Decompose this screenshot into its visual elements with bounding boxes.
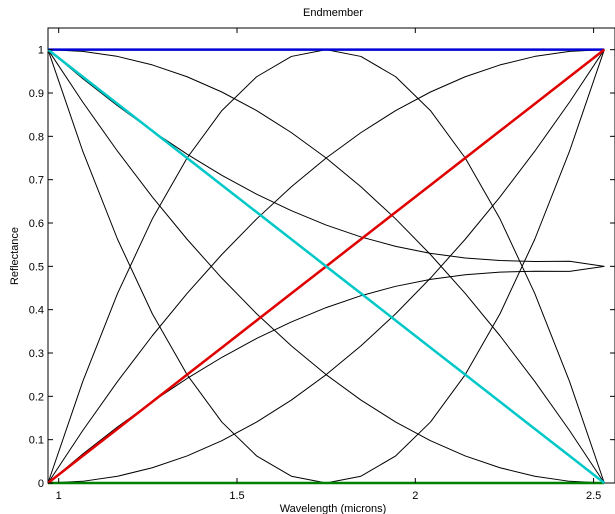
series-lines xyxy=(47,48,606,485)
y-tick-label: 0 xyxy=(38,478,44,490)
series-line-8 xyxy=(47,49,605,484)
y-tick-label: 0.2 xyxy=(29,391,44,403)
y-tick-label: 0.5 xyxy=(29,261,44,273)
x-axis: 1 1.5 2 2.5 xyxy=(56,28,601,502)
y-tick-label: 1 xyxy=(38,45,44,57)
y-tick-label: 0.9 xyxy=(29,88,44,100)
plot-area xyxy=(47,27,615,484)
y-axis: 0 0.1 0.2 0.3 0.4 0.5 0.6 0.7 0.8 0.9 1 xyxy=(29,45,615,490)
y-tick-label: 0.6 xyxy=(29,218,44,230)
y-tick-label: 0.1 xyxy=(29,435,44,447)
y-tick-label: 0.4 xyxy=(29,305,44,317)
y-tick-label: 0.3 xyxy=(29,348,44,360)
series-line-4 xyxy=(47,48,606,484)
x-tick-label: 2 xyxy=(412,490,418,502)
x-tick-label: 1.5 xyxy=(229,490,244,502)
x-axis-label: Wavelength (microns) xyxy=(280,503,387,514)
chart-title: Endmember xyxy=(303,7,363,19)
x-tick-label: 2.5 xyxy=(586,490,601,502)
x-tick-label: 1 xyxy=(56,490,62,502)
y-tick-label: 0.7 xyxy=(29,175,44,187)
y-tick-label: 0.8 xyxy=(29,131,44,143)
series-line-7 xyxy=(47,49,605,484)
y-axis-label: Reflectance xyxy=(9,227,21,285)
